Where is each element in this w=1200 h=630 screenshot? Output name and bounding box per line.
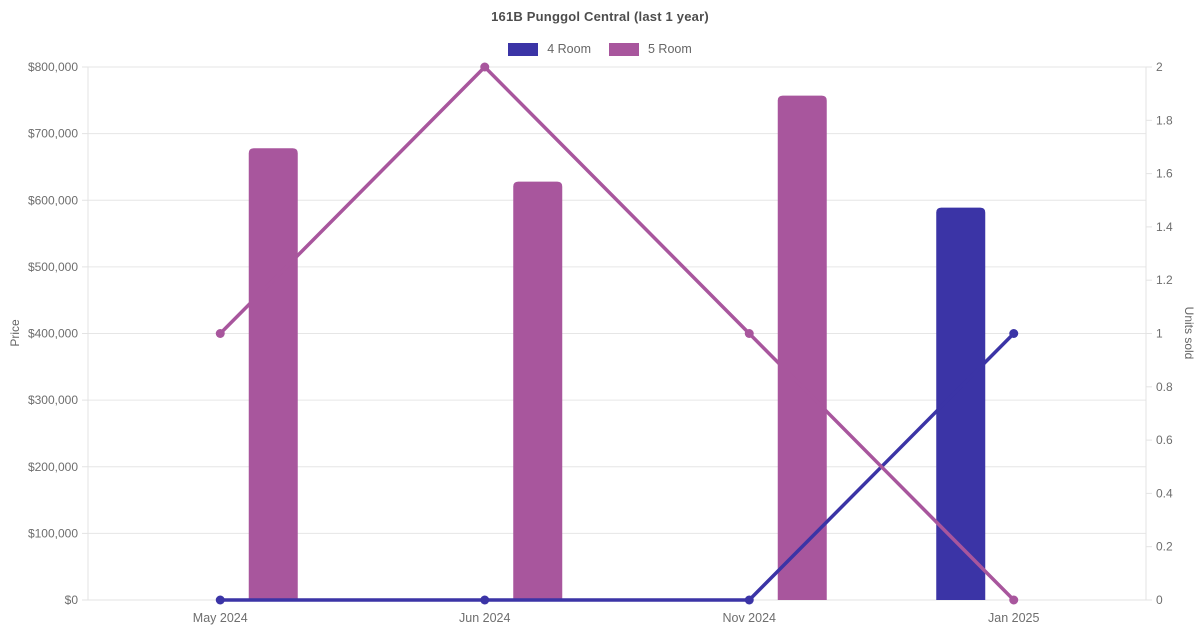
- point-4-room: [215, 595, 225, 605]
- right-axis-title: Units sold: [1182, 306, 1196, 360]
- left-axis-tick-label: $800,000: [28, 60, 78, 74]
- point-4-room: [1009, 329, 1019, 338]
- point-5-room: [1009, 595, 1019, 605]
- left-axis-tick-label: $200,000: [28, 460, 78, 474]
- left-axis-tick-label: $400,000: [28, 327, 78, 341]
- point-5-room: [744, 329, 754, 338]
- legend-label: 5 Room: [648, 42, 692, 56]
- right-axis-tick-label: 2: [1156, 60, 1163, 74]
- bar-5-room: [513, 181, 563, 600]
- left-axis-tick-label: $0: [65, 593, 79, 607]
- point-4-room: [480, 595, 490, 605]
- right-axis-tick-label: 1.2: [1156, 273, 1173, 287]
- legend-item-5-room: 5 Room: [609, 42, 692, 56]
- point-4-room: [744, 595, 754, 605]
- point-5-room: [215, 329, 225, 338]
- legend-swatch-5-room: [609, 42, 639, 56]
- right-axis-tick-label: 0.6: [1156, 433, 1173, 447]
- x-axis-tick-label: Nov 2024: [722, 611, 776, 625]
- point-5-room: [480, 62, 490, 72]
- right-axis-tick-label: 1.4: [1156, 220, 1173, 234]
- x-axis-tick-label: Jun 2024: [459, 611, 510, 625]
- chart-legend: 4 Room 5 Room: [0, 42, 1200, 56]
- left-axis-tick-label: $700,000: [28, 127, 78, 141]
- left-axis-tick-label: $600,000: [28, 193, 78, 207]
- legend-swatch-4-room: [508, 42, 539, 56]
- left-axis-tick-label: $100,000: [28, 526, 78, 540]
- right-axis-tick-label: 0.8: [1156, 380, 1173, 394]
- bar-5-room: [777, 95, 827, 601]
- right-axis-tick-label: 1.6: [1156, 167, 1173, 181]
- chart-title: 161B Punggol Central (last 1 year): [491, 9, 709, 24]
- left-axis-tick-label: $500,000: [28, 260, 78, 274]
- x-axis-tick-label: Jan 2025: [988, 611, 1039, 625]
- right-axis-tick-label: 1: [1156, 327, 1163, 341]
- bar-5-room: [248, 148, 298, 600]
- right-axis-tick-label: 0: [1156, 593, 1163, 607]
- left-axis-tick-label: $300,000: [28, 393, 78, 407]
- x-axis-tick-label: May 2024: [193, 611, 248, 625]
- legend-item-4-room: 4 Room: [508, 42, 591, 56]
- line-5-room: [218, 65, 1016, 602]
- legend-label: 4 Room: [547, 42, 591, 56]
- right-axis-tick-label: 0.4: [1156, 486, 1173, 500]
- right-axis-tick-label: 1.8: [1156, 113, 1173, 127]
- bar-4-room: [936, 207, 986, 601]
- left-axis-title: Price: [8, 319, 22, 347]
- right-axis-tick-label: 0.2: [1156, 540, 1173, 554]
